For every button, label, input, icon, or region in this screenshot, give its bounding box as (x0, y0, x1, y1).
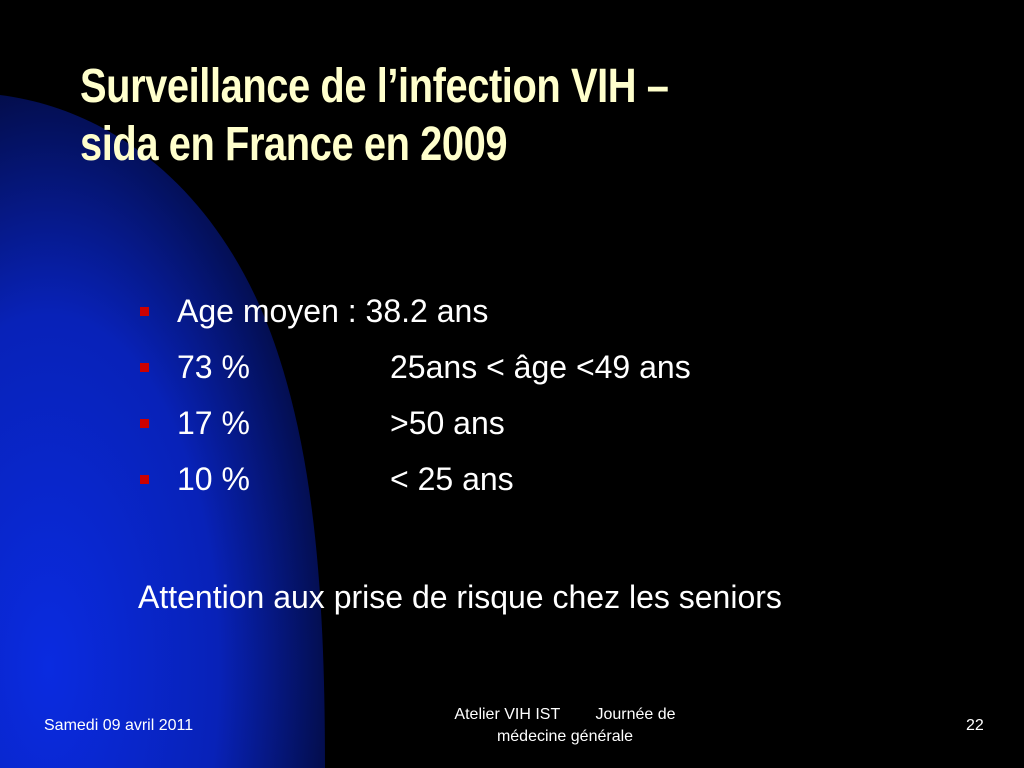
bullet-detail: < 25 ans (390, 461, 514, 497)
attention-note: Attention aux prise de risque chez les s… (138, 579, 782, 615)
footer-date: Samedi 09 avril 2011 (44, 717, 194, 734)
bullet-text: Age moyen : 38.2 ans (177, 293, 489, 329)
bullet-detail: 25ans < âge <49 ans (390, 349, 691, 385)
footer-event: Atelier VIH IST Journée de médecine géné… (395, 704, 735, 748)
footer-event-line-2: médecine générale (496, 728, 634, 745)
title-line-1: Surveillance de l’infection VIH – (80, 60, 669, 113)
title-line-2: sida en France en 2009 (80, 118, 508, 171)
square-bullet-icon (140, 307, 149, 316)
bullet-percent: 10 % (177, 461, 250, 497)
page-number: 22 (966, 717, 984, 734)
bullet-percent: 17 % (177, 405, 250, 441)
bullet-percent: 73 % (177, 349, 250, 385)
slide-title: Surveillance de l’infection VIH – sida e… (80, 58, 827, 174)
square-bullet-icon (140, 475, 149, 484)
bullet-detail: >50 ans (390, 405, 505, 441)
footer-event-line-1: Atelier VIH IST Journée de (454, 706, 676, 723)
square-bullet-icon (140, 363, 149, 372)
square-bullet-icon (140, 419, 149, 428)
